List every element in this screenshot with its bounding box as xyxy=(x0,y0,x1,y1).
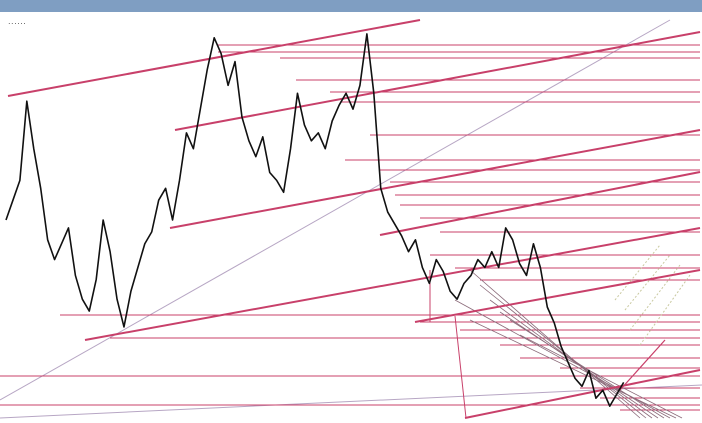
trend-line xyxy=(379,171,701,236)
window-title-bar xyxy=(0,0,702,12)
projection-dotted-line xyxy=(639,274,691,346)
symbol-label: ...... xyxy=(8,17,27,26)
trend-line xyxy=(464,369,701,419)
trend-line xyxy=(174,31,701,131)
diagonal-guide-line xyxy=(0,384,702,419)
fan-vertical-line xyxy=(454,315,467,419)
trend-line xyxy=(84,227,701,341)
trend-lines xyxy=(7,19,701,419)
trend-line xyxy=(169,129,701,229)
fan-line xyxy=(469,319,677,419)
guide-lines xyxy=(0,19,702,419)
fan-line xyxy=(519,334,683,419)
price-series xyxy=(5,33,625,407)
diagonal-guide-line xyxy=(0,19,671,401)
fan-line xyxy=(454,299,671,419)
projection-dotted-line xyxy=(614,244,661,301)
price-line xyxy=(5,33,625,407)
fan-short-line xyxy=(619,339,666,391)
fan-line xyxy=(469,269,641,419)
trend-line xyxy=(414,269,701,323)
trend-line xyxy=(7,19,421,97)
